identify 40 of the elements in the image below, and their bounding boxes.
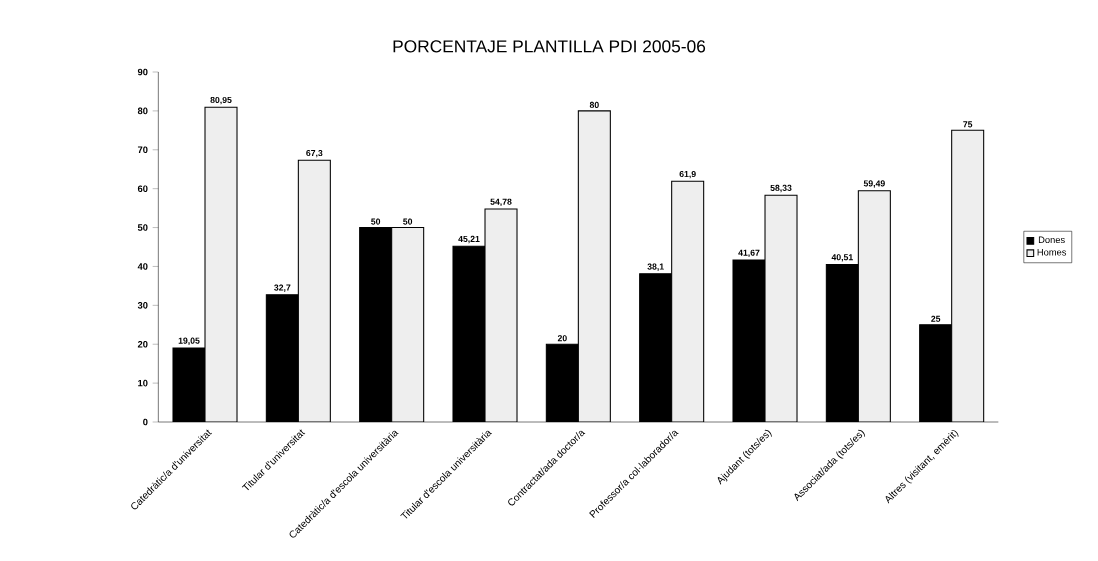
data-label: 20 (557, 335, 567, 342)
bar (391, 227, 425, 422)
y-tick-label: 70 (137, 146, 148, 154)
bar (204, 106, 238, 422)
data-label: 67,3 (306, 149, 323, 158)
bar (577, 110, 611, 422)
y-tick-label: 80 (137, 107, 148, 115)
data-label: 61,9 (679, 170, 696, 179)
data-label: 38,1 (647, 263, 664, 271)
bar (484, 208, 518, 422)
y-tick-label: 40 (137, 263, 148, 270)
bar (671, 180, 705, 422)
y-tick-label: 60 (137, 185, 148, 192)
bar (857, 190, 891, 422)
data-label: 32,7 (274, 284, 291, 292)
data-label: 40,51 (831, 254, 853, 262)
legend-label: Homes (1037, 249, 1067, 256)
data-label: 50 (403, 218, 413, 225)
data-label: 41,67 (738, 249, 760, 258)
bar (764, 194, 798, 422)
data-label: 59,49 (863, 180, 885, 188)
y-tick-label: 50 (137, 224, 148, 231)
data-label: 50 (371, 218, 381, 225)
chart-title: PORCENTAJE PLANTILLA PDI 2005-06 (393, 40, 706, 53)
y-tick-label: 10 (138, 379, 148, 387)
y-tick-label: 30 (137, 302, 148, 309)
data-label: 58,33 (770, 184, 792, 193)
data-label: 75 (963, 121, 973, 128)
legend-label: Dones (1038, 236, 1065, 244)
bar (951, 129, 985, 422)
data-label: 80,95 (210, 96, 232, 105)
data-label: 45,21 (458, 235, 480, 244)
y-tick-label: 20 (137, 340, 148, 348)
bar (297, 159, 331, 422)
y-tick-label: 90 (137, 68, 148, 76)
data-label: 54,78 (490, 198, 512, 207)
data-label: 80 (589, 101, 599, 108)
data-label: 19,05 (178, 337, 200, 345)
data-label: 25 (931, 315, 941, 322)
y-tick-label: 0 (143, 418, 148, 426)
